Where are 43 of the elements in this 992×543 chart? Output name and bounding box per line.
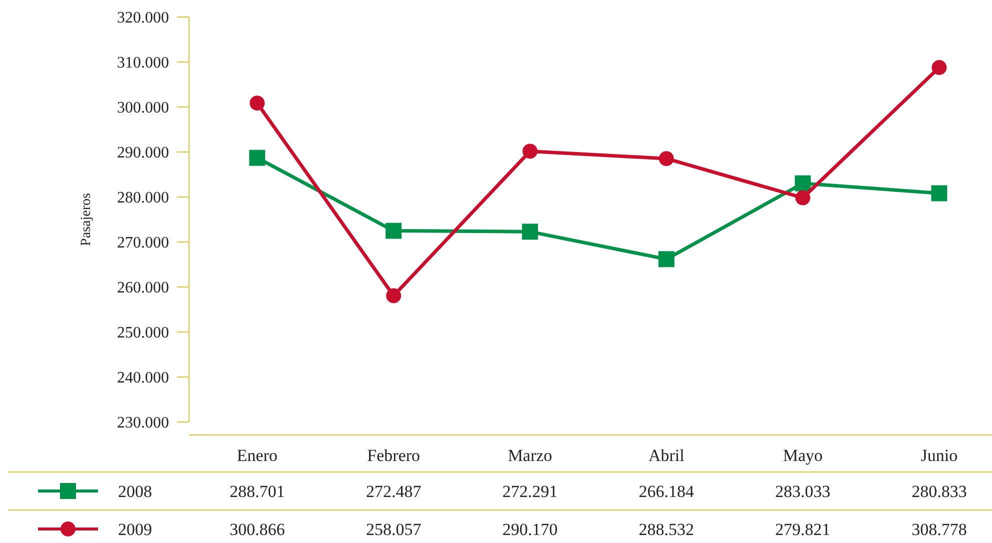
y-axis-title: Pasajeros <box>79 193 94 246</box>
data-label: 272.291 <box>502 482 558 501</box>
x-tick-label: Junio <box>920 446 958 465</box>
point <box>250 96 265 111</box>
x-tick-label: Marzo <box>508 446 552 465</box>
point <box>522 224 538 240</box>
point <box>386 288 402 304</box>
y-tick-label: 230.000 <box>117 414 169 432</box>
data-label: 288.701 <box>230 482 285 501</box>
y-tick-label: 280.000 <box>117 190 169 207</box>
point <box>658 251 674 268</box>
x-tick-label: Abril <box>648 446 685 465</box>
data-label: 266.184 <box>638 482 695 501</box>
y-tick-label: 320.000 <box>117 10 169 27</box>
point <box>932 60 947 75</box>
legend-label: 2009 <box>118 520 152 539</box>
point <box>522 144 538 159</box>
data-label: 308.778 <box>912 520 967 539</box>
y-tick-label: 270.000 <box>117 234 169 252</box>
data-label: 258.057 <box>366 520 422 539</box>
y-tick-label: 260.000 <box>117 280 169 297</box>
data-label: 280.833 <box>912 482 967 501</box>
y-tick-label: 310.000 <box>117 54 169 72</box>
point <box>931 185 948 202</box>
x-tick-label: Enero <box>236 446 278 465</box>
data-label: 290.170 <box>502 520 558 539</box>
y-tick-label: 250.000 <box>117 324 169 342</box>
legend-label: 2008 <box>118 482 152 501</box>
point <box>794 175 811 192</box>
data-label: 283.033 <box>775 482 830 501</box>
y-tick-label: 290.000 <box>117 144 169 162</box>
data-label: 300.866 <box>230 520 285 539</box>
x-tick-label: Febrero <box>367 446 420 465</box>
y-tick-label: 300.000 <box>117 100 169 117</box>
data-label: 279.821 <box>775 520 830 539</box>
point <box>658 151 674 166</box>
data-label: 288.532 <box>638 520 694 539</box>
x-tick-label: Mayo <box>782 446 823 465</box>
y-tick-label: 240.000 <box>117 370 169 387</box>
point <box>386 222 402 239</box>
point <box>249 150 266 166</box>
data-label: 272.487 <box>366 482 422 501</box>
point <box>795 190 810 206</box>
